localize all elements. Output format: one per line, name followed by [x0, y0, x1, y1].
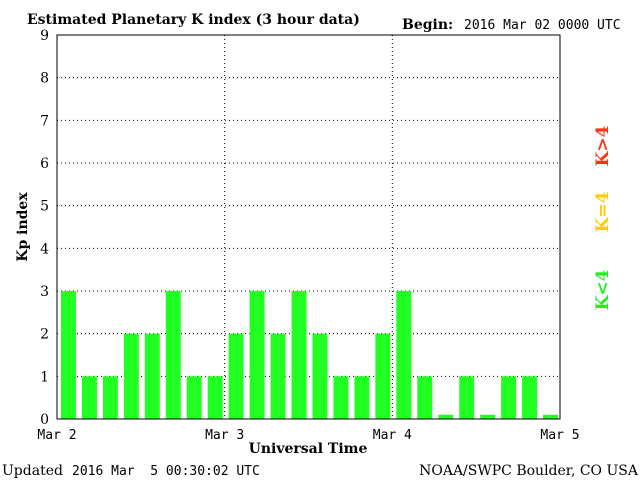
kp-bar	[543, 414, 558, 419]
kp-bar	[396, 291, 412, 419]
x-tick-label: Mar 3	[205, 428, 244, 443]
chart-title: Estimated Planetary K index (3 hour data…	[27, 12, 360, 28]
begin-label: Begin:	[402, 17, 453, 33]
footer-source: NOAA/SWPC Boulder, CO USA	[419, 463, 639, 479]
kp-bar	[333, 376, 349, 419]
kp-bar	[354, 376, 370, 419]
legend-label: K<4	[593, 269, 613, 310]
legend-label: K=4	[593, 191, 613, 232]
kp-bar	[61, 291, 76, 419]
kp-bar	[81, 376, 97, 419]
y-tick-labels: 0 1 2 3 4 5 6 7 8 9	[40, 28, 49, 428]
kp-bar	[228, 333, 244, 419]
kp-bar	[186, 376, 202, 419]
kp-bar	[438, 414, 454, 419]
y-tick-label: 0	[40, 412, 49, 428]
kp-bar	[165, 291, 181, 419]
legend-label: K>4	[593, 125, 613, 166]
kp-bar	[144, 333, 160, 419]
kp-bar	[270, 333, 286, 419]
kp-bar	[417, 376, 433, 419]
kp-bar	[312, 333, 328, 419]
kp-bar	[501, 376, 517, 419]
legend: K<4 K=4 K>4	[593, 125, 613, 310]
kp-bar	[522, 376, 538, 419]
kp-bar	[207, 376, 223, 419]
y-tick-label: 2	[40, 327, 49, 343]
y-tick-label: 1	[40, 369, 49, 385]
y-tick-label: 7	[40, 113, 49, 129]
bars-group	[61, 291, 558, 419]
x-tick-label: Mar 2	[37, 428, 76, 443]
grid-lines	[57, 34, 560, 419]
footer-updated-value: 2016 Mar 5 00:30:02 UTC	[72, 464, 260, 479]
y-tick-label: 9	[40, 28, 49, 44]
y-tick-label: 3	[40, 284, 49, 300]
begin-value: 2016 Mar 02 0000 UTC	[464, 18, 621, 33]
kp-bar	[375, 333, 391, 419]
footer-updated-label: Updated	[2, 463, 63, 479]
x-tick-label: Mar 5	[540, 428, 579, 443]
kp-bar	[480, 414, 496, 419]
x-tick-label: Mar 4	[373, 428, 412, 443]
y-tick-label: 8	[40, 71, 49, 87]
kp-bar	[123, 333, 139, 419]
y-tick-label: 5	[40, 199, 49, 215]
x-tick-labels: Mar 2 Mar 3 Mar 4 Mar 5	[37, 428, 579, 443]
plot-frame	[56, 34, 561, 420]
y-tick-label: 4	[40, 241, 49, 257]
kp-bar	[102, 376, 118, 419]
kp-bar	[291, 291, 307, 419]
y-axis-label: Kp index	[15, 192, 31, 262]
kp-bar	[249, 291, 265, 419]
y-tick-label: 6	[40, 156, 49, 172]
x-axis-label: Universal Time	[249, 441, 368, 457]
kp-bar	[459, 376, 475, 419]
